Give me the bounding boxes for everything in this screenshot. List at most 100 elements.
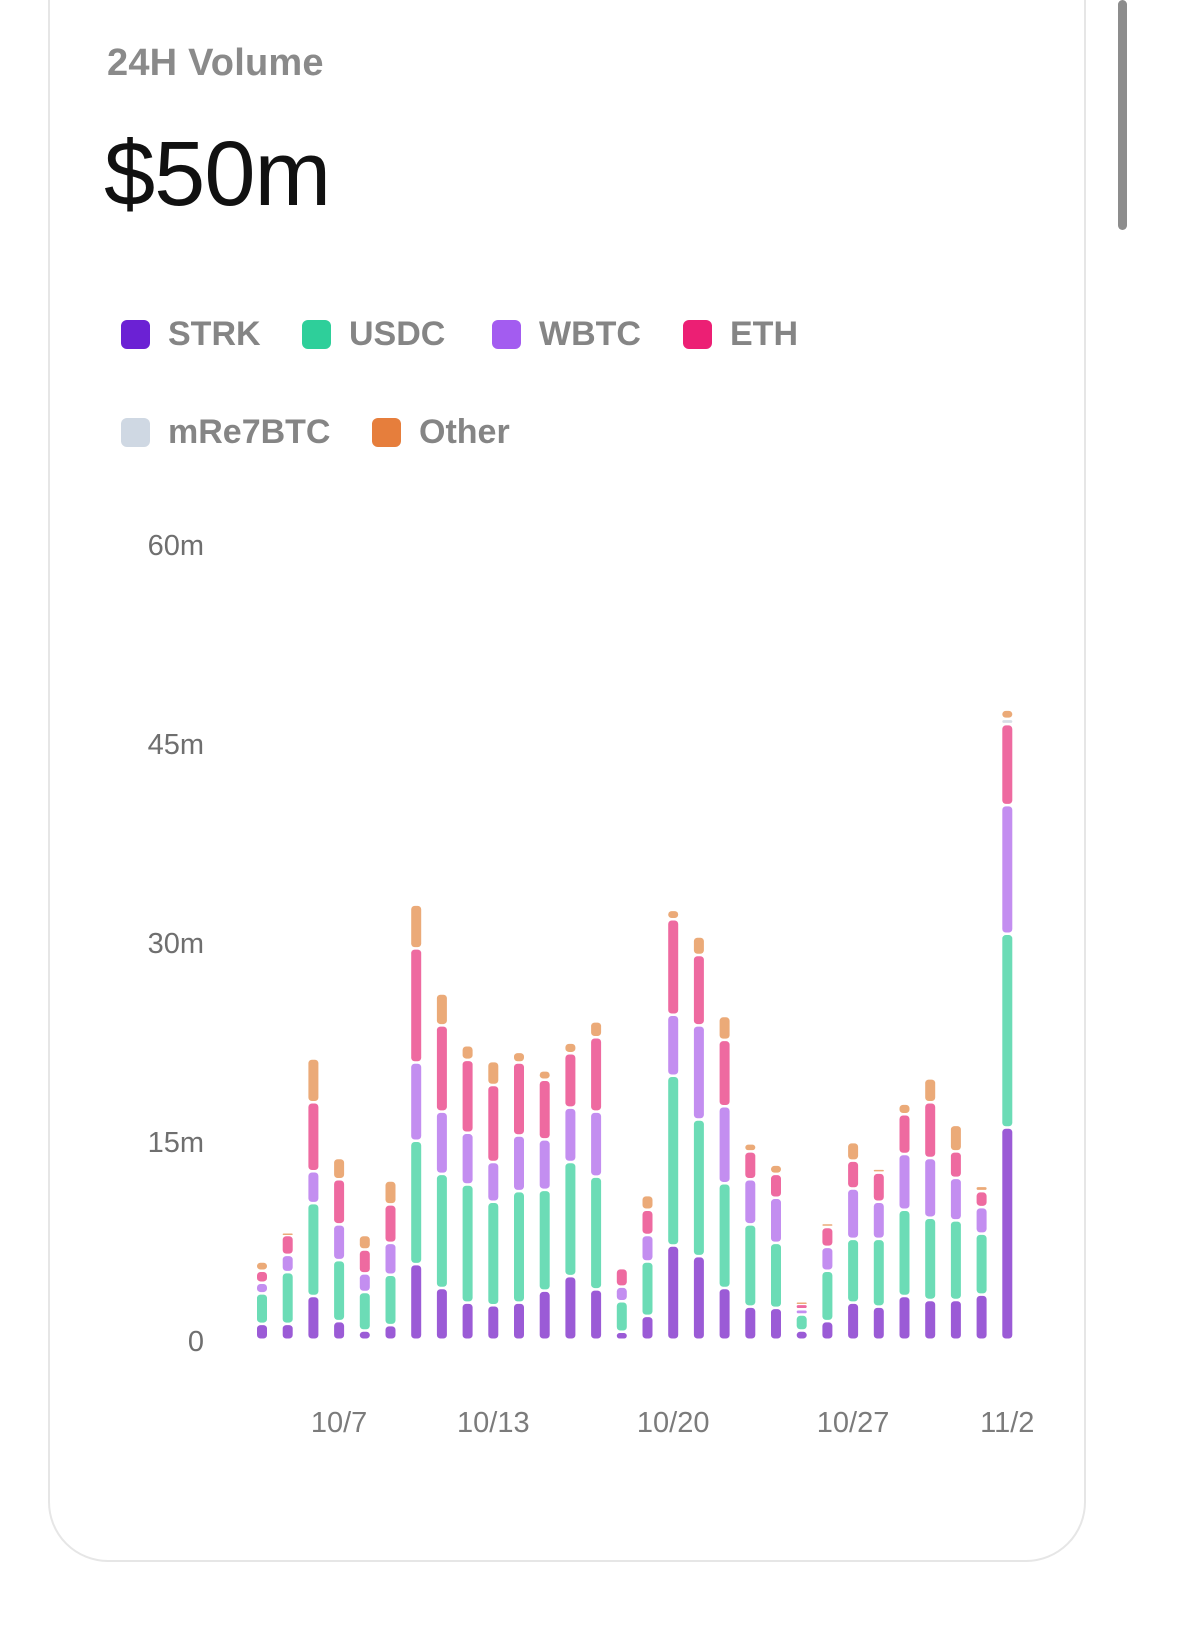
bar-segment-eth[interactable] (796, 1305, 807, 1308)
bar-segment-usdc[interactable] (873, 1240, 884, 1306)
bar-segment-eth[interactable] (693, 956, 704, 1025)
bar-segment-wbtc[interactable] (462, 1134, 473, 1184)
bar-segment-eth[interactable] (899, 1115, 910, 1153)
bar-segment-wbtc[interactable] (591, 1112, 602, 1176)
bar-segment-eth[interactable] (848, 1161, 859, 1188)
bar-segment-eth[interactable] (411, 949, 422, 1062)
bar-segment-wbtc[interactable] (976, 1208, 987, 1233)
bar-segment-usdc[interactable] (565, 1163, 576, 1275)
bar-segment-strk[interactable] (591, 1290, 602, 1339)
bar-segment-other[interactable] (591, 1022, 602, 1037)
bar-segment-strk[interactable] (873, 1307, 884, 1339)
bar-segment-wbtc[interactable] (693, 1026, 704, 1119)
bar-segment-other[interactable] (385, 1181, 396, 1204)
bar-segment-other[interactable] (565, 1043, 576, 1052)
bar-segment-strk[interactable] (796, 1331, 807, 1339)
bar-segment-usdc[interactable] (796, 1315, 807, 1330)
bar-segment-usdc[interactable] (719, 1184, 730, 1287)
scrollbar[interactable] (1118, 0, 1127, 230)
bar-segment-wbtc[interactable] (950, 1179, 961, 1220)
bar-segment-wbtc[interactable] (308, 1172, 319, 1202)
bar-segment-wbtc[interactable] (745, 1180, 756, 1224)
bar-segment-other[interactable] (436, 994, 447, 1025)
bar-segment-other[interactable] (693, 937, 704, 954)
legend-item-eth[interactable]: ETH (683, 315, 798, 354)
bar-segment-strk[interactable] (719, 1289, 730, 1339)
bar-segment-usdc[interactable] (462, 1185, 473, 1302)
bar-segment-other[interactable] (642, 1196, 653, 1209)
bar-segment-strk[interactable] (899, 1297, 910, 1339)
bar-segment-usdc[interactable] (925, 1218, 936, 1299)
legend-item-other[interactable]: Other (372, 413, 510, 452)
bar-segment-eth[interactable] (719, 1041, 730, 1106)
bar-segment-strk[interactable] (385, 1326, 396, 1339)
bar-segment-other[interactable] (719, 1017, 730, 1039)
bar-segment-usdc[interactable] (308, 1204, 319, 1295)
bar-segment-usdc[interactable] (771, 1244, 781, 1307)
bar-segment-other[interactable] (899, 1104, 910, 1113)
bar-segment-usdc[interactable] (668, 1076, 679, 1245)
bar-segment-eth[interactable] (745, 1152, 756, 1178)
bar-segment-strk[interactable] (925, 1301, 936, 1339)
bar-segment-other[interactable] (257, 1262, 267, 1270)
bar-segment-wbtc[interactable] (565, 1108, 576, 1161)
bar-segment-strk[interactable] (950, 1301, 961, 1339)
bar-segment-usdc[interactable] (950, 1221, 961, 1299)
bar-segment-other[interactable] (359, 1236, 370, 1249)
bar-segment-eth[interactable] (334, 1180, 345, 1224)
bar-segment-other[interactable] (488, 1062, 499, 1084)
bar-segment-strk[interactable] (436, 1289, 447, 1339)
bar-segment-other[interactable] (282, 1233, 293, 1236)
bar-segment-other[interactable] (873, 1169, 884, 1172)
bar-segment-wbtc[interactable] (334, 1225, 345, 1259)
bar-segment-wbtc[interactable] (436, 1112, 447, 1173)
bar-segment-usdc[interactable] (745, 1225, 756, 1306)
bar-segment-strk[interactable] (745, 1307, 756, 1339)
bar-segment-eth[interactable] (976, 1192, 987, 1206)
bar-segment-wbtc[interactable] (771, 1199, 781, 1242)
bar-segment-usdc[interactable] (591, 1177, 602, 1289)
bar-segment-strk[interactable] (539, 1291, 550, 1339)
bar-segment-other[interactable] (514, 1053, 524, 1062)
bar-segment-strk[interactable] (693, 1257, 704, 1339)
bar-segment-usdc[interactable] (282, 1273, 293, 1323)
bar-segment-strk[interactable] (334, 1322, 345, 1339)
bar-segment-wbtc[interactable] (719, 1107, 730, 1182)
bar-segment-usdc[interactable] (976, 1234, 987, 1294)
bar-segment-eth[interactable] (642, 1210, 653, 1234)
bar-segment-usdc[interactable] (436, 1175, 447, 1287)
bar-segment-wbtc[interactable] (848, 1189, 859, 1238)
bar-segment-usdc[interactable] (848, 1240, 859, 1302)
bar-segment-other[interactable] (976, 1187, 987, 1190)
bar-segment-strk[interactable] (616, 1333, 627, 1339)
bar-segment-other[interactable] (668, 911, 679, 918)
bar-segment-other[interactable] (925, 1079, 936, 1102)
bar-segment-other[interactable] (771, 1165, 781, 1173)
bar-segment-other[interactable] (462, 1046, 473, 1059)
bar-segment-strk[interactable] (308, 1297, 319, 1339)
bar-segment-usdc[interactable] (616, 1302, 627, 1331)
bar-segment-eth[interactable] (257, 1272, 267, 1282)
bar-segment-strk[interactable] (514, 1303, 524, 1339)
bar-segment-wbtc[interactable] (1002, 806, 1013, 933)
bar-segment-wbtc[interactable] (822, 1248, 833, 1270)
bar-segment-wbtc[interactable] (282, 1256, 293, 1271)
bar-segment-wbtc[interactable] (873, 1203, 884, 1238)
bar-segment-eth[interactable] (822, 1228, 833, 1246)
bar-segment-wbtc[interactable] (642, 1236, 653, 1261)
legend-item-strk[interactable]: STRK (121, 315, 261, 354)
bar-segment-strk[interactable] (359, 1331, 370, 1339)
bar-segment-other[interactable] (1002, 710, 1013, 718)
legend-item-mre7btc[interactable]: mRe7BTC (121, 413, 330, 452)
bar-segment-other[interactable] (822, 1224, 833, 1226)
bar-segment-other[interactable] (334, 1159, 345, 1178)
bar-segment-wbtc[interactable] (899, 1155, 910, 1209)
bar-segment-usdc[interactable] (693, 1120, 704, 1255)
bar-segment-usdc[interactable] (514, 1192, 524, 1302)
bar-segment-mre7btc[interactable] (1002, 720, 1013, 723)
bar-segment-eth[interactable] (668, 920, 679, 1014)
bar-segment-eth[interactable] (359, 1250, 370, 1273)
bar-segment-strk[interactable] (976, 1295, 987, 1339)
bar-segment-strk[interactable] (462, 1303, 473, 1339)
bar-segment-eth[interactable] (462, 1061, 473, 1132)
